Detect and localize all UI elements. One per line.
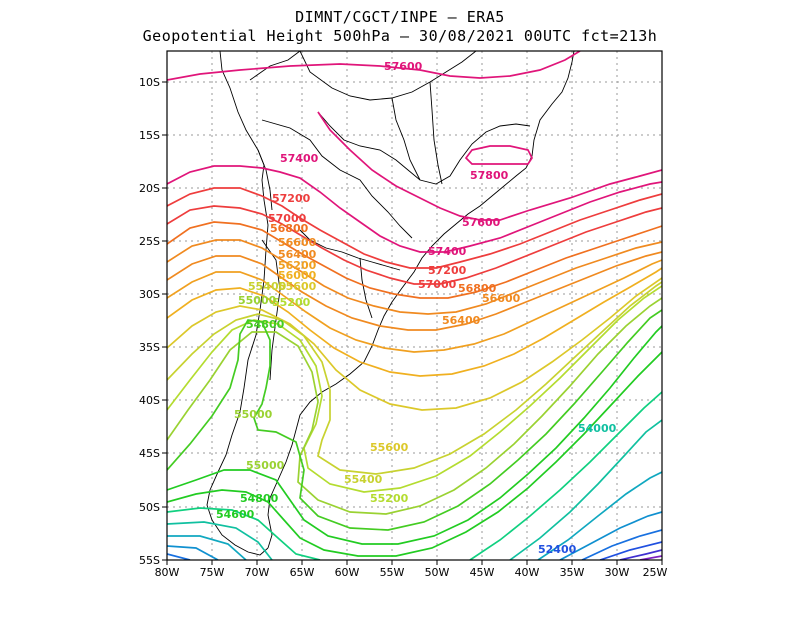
- lon-label: 60W: [335, 566, 360, 579]
- lat-label: 20S: [139, 182, 160, 195]
- lon-label: 40W: [515, 566, 540, 579]
- height-contours: [167, 51, 662, 560]
- lat-label: 45S: [139, 447, 160, 460]
- contour-57800-island: [464, 145, 533, 165]
- contour-label: 55600: [278, 280, 317, 293]
- contour-57400: [167, 165, 662, 253]
- chart-title-line2: Geopotential Height 500hPa — 30/08/2021 …: [142, 27, 658, 45]
- contour-label: 55400: [344, 473, 383, 486]
- contour-label: 57600: [384, 60, 423, 73]
- contour-label: 56600: [482, 292, 521, 305]
- contour-label: 56600: [278, 236, 317, 249]
- contour-label: 57000: [268, 212, 307, 225]
- lon-label: 35W: [560, 566, 585, 579]
- lon-label: 65W: [290, 566, 315, 579]
- contour-label: 52400: [538, 543, 577, 556]
- contour-label: 56200: [278, 259, 317, 272]
- lat-label: 55S: [139, 554, 160, 567]
- map-frame: [166, 50, 663, 561]
- contour-label: 57200: [272, 192, 311, 205]
- contour-label: 57400: [428, 245, 467, 258]
- contour-label: 55200: [272, 296, 311, 309]
- lat-label: 40S: [139, 394, 160, 407]
- longitude-labels: 80W 75W 70W 65W 60W 55W 50W 45W 40W 35W …: [155, 566, 668, 579]
- contour-label: 57800: [470, 169, 509, 182]
- lat-label: 35S: [139, 341, 160, 354]
- coastline: [206, 51, 575, 556]
- contour-label: 55400: [248, 280, 287, 293]
- lat-label: 10S: [139, 76, 160, 89]
- contour-label: 56000: [278, 269, 317, 282]
- contour-label: 54000: [578, 422, 617, 435]
- contour-label: 56400: [442, 314, 481, 327]
- lon-label: 30W: [605, 566, 630, 579]
- contour-label: 57600: [462, 216, 501, 229]
- contour-57600-south: [317, 111, 662, 221]
- contour-label: 55000: [234, 408, 273, 421]
- lat-label: 30S: [139, 288, 160, 301]
- contour-label: 55000: [246, 459, 285, 472]
- contour-label: 54600: [216, 508, 255, 521]
- latitude-labels: 10S 15S 20S 25S 30S 35S 40S 45S 50S 55S: [139, 76, 160, 567]
- lon-label: 75W: [200, 566, 225, 579]
- lon-label: 70W: [245, 566, 270, 579]
- contour-label: 54800: [246, 318, 285, 331]
- contour-label: 55600: [370, 441, 409, 454]
- contour-label: 56400: [278, 248, 317, 261]
- contour-label: 57400: [280, 152, 319, 165]
- contour-label: 55000: [238, 294, 277, 307]
- lon-label: 25W: [643, 566, 668, 579]
- lon-label: 45W: [470, 566, 495, 579]
- contour-label: 57000: [418, 278, 457, 291]
- lon-label: 55W: [380, 566, 405, 579]
- chart-title-line1: DIMNT/CGCT/INPE — ERA5: [295, 8, 505, 26]
- contour-57600-north: [167, 51, 581, 81]
- lat-label: 15S: [139, 129, 160, 142]
- lon-label: 50W: [425, 566, 450, 579]
- lon-label: 80W: [155, 566, 180, 579]
- contour-label: 56800: [270, 222, 309, 235]
- lat-label: 50S: [139, 501, 160, 514]
- lat-label: 25S: [139, 235, 160, 248]
- contour-label: 57200: [428, 264, 467, 277]
- contour-label: 54800: [240, 492, 279, 505]
- contour-label: 55200: [370, 492, 409, 505]
- contour-labels: 57600 57800 57400 57600 57400 57200 5700…: [216, 60, 617, 556]
- contour-label: 56800: [458, 282, 497, 295]
